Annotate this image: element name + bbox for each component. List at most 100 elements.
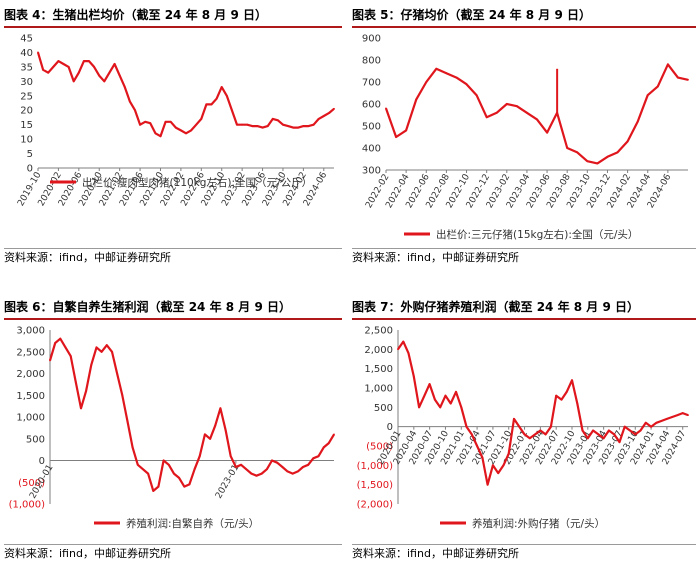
chart-self-breeding-profit: (1,000) (500) 0 500 1,000 1,500 2,000 2,500 3,00…	[9, 326, 335, 530]
y-tick-label: 500	[362, 122, 381, 133]
chart-source: 资料来源：ifind，中邮证券研究所	[4, 248, 342, 265]
data-point	[526, 111, 528, 114]
data-point	[576, 151, 579, 154]
chart-title: 图表 6：自繁自养生猪利润（截至 24 年 8 月 9 日）	[4, 296, 342, 320]
data-point	[245, 468, 248, 471]
data-point	[188, 483, 191, 486]
data-point	[255, 474, 258, 477]
data-point	[271, 118, 274, 120]
data-point	[586, 437, 589, 440]
chart-purchased-piglet-profit: (2,000) (1,500) (1,000) (500) 0 500 1,000 1,500…	[357, 326, 689, 530]
data-point	[312, 457, 315, 460]
data-point	[636, 120, 639, 123]
y-tick-label: (2,000)	[357, 500, 394, 511]
data-point	[64, 346, 67, 349]
data-point	[147, 472, 150, 475]
data-point	[539, 429, 542, 432]
data-point	[144, 120, 147, 123]
data-point	[602, 437, 605, 440]
data-point	[302, 466, 304, 468]
data-point	[297, 126, 300, 129]
data-point	[650, 425, 652, 428]
data-point	[656, 85, 659, 88]
y-tick-label: 45	[20, 34, 33, 45]
data-point	[407, 352, 410, 355]
data-point	[129, 100, 131, 103]
chart-title: 图表 7：外购仔猪养殖利润（截至 24 年 8 月 9 日）	[352, 296, 696, 320]
data-point	[287, 125, 289, 127]
data-point	[297, 470, 299, 473]
y-tick-label: 3,000	[16, 326, 45, 337]
data-point	[516, 105, 518, 108]
data-point	[111, 350, 113, 353]
y-tick-label: 35	[20, 62, 33, 73]
data-point	[302, 125, 305, 127]
data-point	[513, 418, 515, 420]
data-point	[100, 350, 103, 353]
data-point	[159, 135, 162, 138]
data-point	[677, 76, 679, 79]
data-point	[67, 66, 70, 68]
y-tick-label: 2,000	[16, 369, 45, 380]
data-point	[251, 125, 254, 127]
data-point	[518, 425, 521, 428]
data-point	[54, 342, 57, 344]
data-point	[83, 60, 85, 62]
data-point	[536, 118, 538, 121]
data-point	[219, 407, 222, 410]
data-point	[62, 63, 65, 65]
data-point	[655, 421, 658, 424]
y-tick-label: 40	[20, 48, 33, 59]
data-point	[149, 122, 152, 125]
data-point	[174, 126, 177, 129]
data-point	[634, 433, 637, 436]
data-point	[307, 125, 310, 127]
y-tick-label: 500	[374, 403, 393, 414]
y-tick-label: 2,000	[364, 345, 393, 356]
data-point	[142, 468, 144, 471]
y-tick-label: 700	[362, 78, 381, 89]
chart-hog-price: 0510152025303540452019-102020-022020-062…	[16, 34, 335, 208]
data-point	[292, 126, 295, 129]
data-point	[606, 155, 609, 158]
data-point	[322, 446, 325, 449]
data-point	[103, 80, 106, 83]
data-point	[224, 429, 227, 431]
data-point	[231, 109, 233, 112]
data-point	[169, 120, 172, 123]
data-point	[455, 76, 458, 79]
series-line	[48, 337, 335, 492]
data-point	[565, 391, 568, 393]
data-point	[286, 470, 289, 473]
data-point	[528, 437, 531, 440]
data-point	[676, 414, 679, 416]
data-point	[322, 115, 325, 117]
y-tick-label: 800	[362, 56, 381, 67]
data-point	[235, 466, 237, 468]
y-tick-label: 15	[20, 120, 33, 131]
data-point	[423, 394, 426, 397]
legend-label: 养殖利润:外购仔猪（元/头）	[472, 517, 605, 530]
y-tick-label: (500)	[18, 478, 45, 489]
data-point	[183, 485, 186, 488]
y-tick-label: 10	[20, 135, 33, 146]
data-point	[405, 129, 407, 132]
data-point	[246, 123, 249, 126]
data-point	[164, 120, 167, 123]
data-point	[220, 86, 223, 88]
data-point	[167, 463, 170, 466]
data-point	[428, 383, 431, 385]
data-point	[485, 116, 488, 119]
data-point	[209, 437, 212, 440]
data-point	[85, 390, 87, 392]
y-tick-label: 600	[362, 100, 381, 111]
data-point	[152, 490, 155, 492]
data-point	[134, 109, 136, 112]
data-point	[597, 433, 600, 436]
data-point	[687, 414, 689, 416]
data-point	[229, 455, 232, 458]
data-point	[475, 94, 478, 97]
data-point	[200, 118, 203, 120]
data-point	[435, 67, 438, 70]
data-point	[444, 394, 447, 397]
